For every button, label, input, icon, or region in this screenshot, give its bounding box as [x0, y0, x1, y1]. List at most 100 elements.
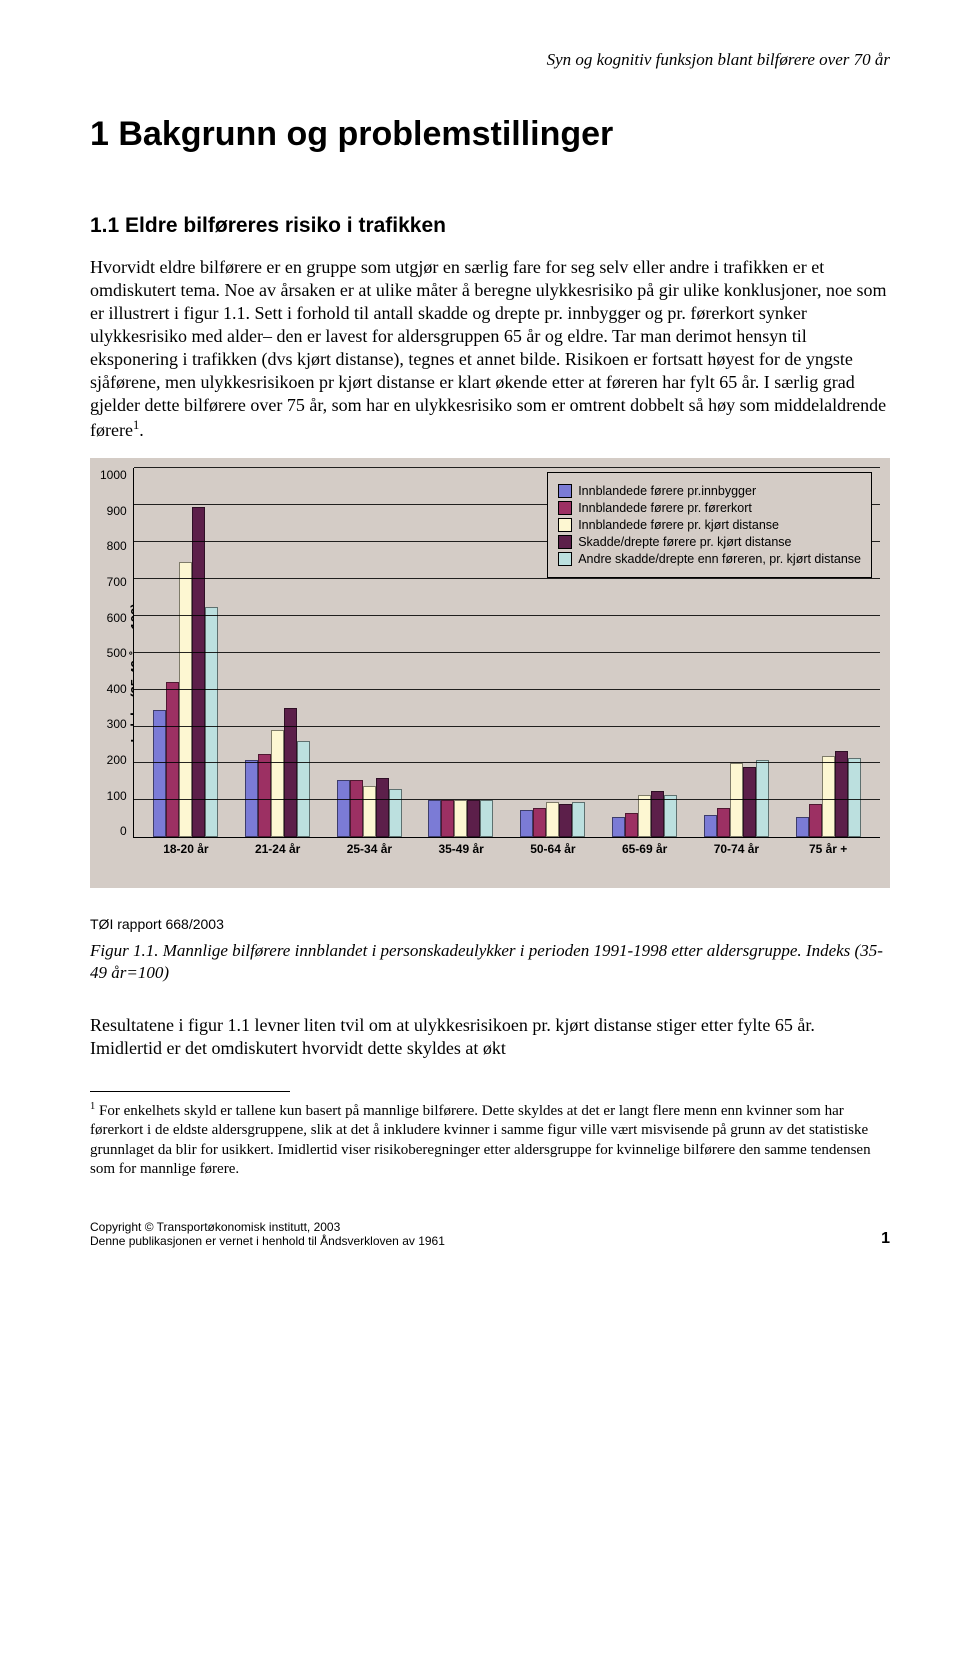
bar	[796, 817, 809, 837]
bar	[520, 810, 533, 838]
legend-label: Innblandede førere pr.innbygger	[578, 484, 756, 498]
bar	[533, 808, 546, 838]
bar-group	[140, 468, 232, 837]
bar	[428, 800, 441, 837]
legend-label: Andre skadde/drepte enn føreren, pr. kjø…	[578, 552, 861, 566]
footnote-1: 1 For enkelhets skyld er tallene kun bas…	[90, 1100, 890, 1180]
bar	[350, 780, 363, 837]
legend-row: Skadde/drepte førere pr. kjørt distanse	[558, 535, 861, 549]
bar	[546, 802, 559, 837]
x-tick: 70-74 år	[691, 842, 783, 856]
bar	[337, 780, 350, 837]
report-reference: TØI rapport 668/2003	[90, 916, 890, 932]
section-heading: 1.1 Eldre bilføreres risiko i trafikken	[90, 214, 890, 238]
grid-line	[134, 689, 880, 690]
legend-row: Innblandede førere pr. kjørt distanse	[558, 518, 861, 532]
grid-line	[134, 615, 880, 616]
legend-swatch	[558, 484, 572, 498]
x-tick: 18-20 år	[140, 842, 232, 856]
bar	[625, 813, 638, 837]
figure-caption: Figur 1.1. Mannlige bilførere innblandet…	[90, 940, 890, 984]
legend-swatch	[558, 535, 572, 549]
y-tick: 0	[120, 824, 127, 838]
grid-line	[134, 799, 880, 800]
bar	[376, 778, 389, 837]
rights-line: Denne publikasjonen er vernet i henhold …	[90, 1234, 445, 1248]
bar	[179, 562, 192, 837]
legend: Innblandede førere pr.innbygger Innblande…	[547, 472, 872, 578]
bar	[153, 710, 166, 837]
bar	[166, 682, 179, 837]
running-head: Syn og kognitiv funksjon blant bilførere…	[90, 50, 890, 70]
bar	[651, 791, 664, 837]
chart-area: Indeks (35-49 år = 100) 1000900800700600…	[90, 458, 890, 888]
bar	[192, 507, 205, 837]
legend-swatch	[558, 518, 572, 532]
bar	[638, 795, 651, 837]
grid-line	[134, 726, 880, 727]
legend-row: Andre skadde/drepte enn føreren, pr. kjø…	[558, 552, 861, 566]
x-tick: 25-34 år	[324, 842, 416, 856]
footnote-rule	[90, 1091, 290, 1092]
bar	[664, 795, 677, 837]
bar	[454, 800, 467, 837]
bar	[205, 607, 218, 838]
copyright-line: Copyright © Transportøkonomisk institutt…	[90, 1220, 445, 1234]
body-text: Hvorvidt eldre bilførere er en gruppe so…	[90, 257, 887, 440]
bar	[480, 800, 493, 837]
bar	[559, 804, 572, 837]
y-tick: 1000	[100, 468, 127, 482]
bar	[389, 789, 402, 837]
bar	[258, 754, 271, 837]
bar	[717, 808, 730, 838]
legend-label: Innblandede førere pr. kjørt distanse	[578, 518, 779, 532]
legend-label: Skadde/drepte førere pr. kjørt distanse	[578, 535, 791, 549]
bar	[441, 800, 454, 837]
page: Syn og kognitiv funksjon blant bilførere…	[0, 0, 960, 1278]
figure-1-1: Indeks (35-49 år = 100) 1000900800700600…	[90, 458, 890, 888]
y-tick: 200	[107, 753, 127, 767]
page-footer: Copyright © Transportøkonomisk institutt…	[90, 1210, 890, 1248]
body-paragraph-2: Resultatene i figur 1.1 levner liten tvi…	[90, 1014, 890, 1060]
grid-line	[134, 762, 880, 763]
bar	[848, 758, 861, 837]
bar-group	[415, 468, 507, 837]
x-axis: 18-20 år21-24 år25-34 år35-49 år50-64 år…	[134, 838, 880, 856]
legend-swatch	[558, 552, 572, 566]
bar	[612, 817, 625, 837]
y-tick: 800	[107, 539, 127, 553]
bar	[467, 800, 480, 837]
bar	[572, 802, 585, 837]
y-tick: 300	[107, 717, 127, 731]
y-tick: 900	[107, 504, 127, 518]
y-tick: 600	[107, 611, 127, 625]
legend-row: Innblandede førere pr. førerkort	[558, 501, 861, 515]
bar	[363, 786, 376, 838]
bar	[743, 767, 756, 837]
bar	[271, 730, 284, 837]
x-tick: 65-69 år	[599, 842, 691, 856]
bar-group	[323, 468, 415, 837]
x-tick: 75 år +	[782, 842, 874, 856]
bar	[809, 804, 822, 837]
legend-row: Innblandede førere pr.innbygger	[558, 484, 861, 498]
legend-label: Innblandede førere pr. førerkort	[578, 501, 752, 515]
x-tick: 35-49 år	[415, 842, 507, 856]
bar	[822, 756, 835, 837]
footer-left: Copyright © Transportøkonomisk institutt…	[90, 1220, 445, 1248]
page-title: 1 Bakgrunn og problemstillinger	[90, 115, 890, 154]
bar	[284, 708, 297, 837]
y-tick: 500	[107, 646, 127, 660]
y-tick: 100	[107, 789, 127, 803]
grid-line	[134, 467, 880, 468]
legend-swatch	[558, 501, 572, 515]
x-tick: 50-64 år	[507, 842, 599, 856]
grid-line	[134, 652, 880, 653]
body-paragraph-1: Hvorvidt eldre bilførere er en gruppe so…	[90, 256, 890, 442]
footnote-text: For enkelhets skyld er tallene kun baser…	[90, 1103, 871, 1178]
body-text-tail: .	[139, 420, 144, 440]
y-tick: 400	[107, 682, 127, 696]
y-tick: 700	[107, 575, 127, 589]
bar	[835, 751, 848, 838]
page-number: 1	[881, 1230, 890, 1248]
